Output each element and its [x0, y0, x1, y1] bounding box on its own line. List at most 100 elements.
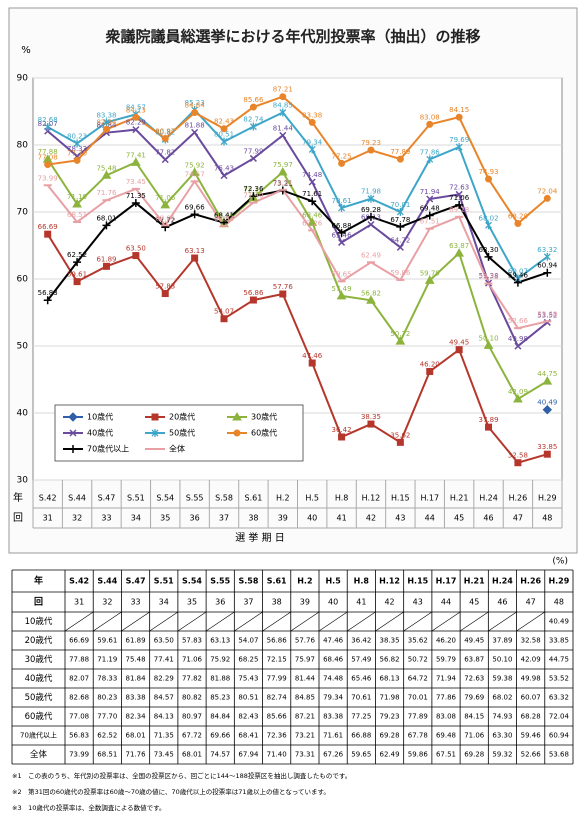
empty-cell-slash — [431, 611, 461, 632]
data-label: 77.25 — [332, 152, 352, 160]
point — [132, 252, 140, 260]
data-label: 71.06 — [155, 194, 176, 202]
data-label: 67.78 — [390, 216, 410, 224]
table-header: 33 — [130, 598, 140, 607]
x-tick-label: S.47 — [98, 494, 116, 503]
table-cell: 72.63 — [464, 675, 484, 683]
table-cell: 75.92 — [210, 656, 230, 664]
table-cell: 77.08 — [69, 713, 89, 721]
table-cell: 69.28 — [380, 732, 400, 740]
point — [367, 220, 375, 229]
series-line — [46, 158, 548, 401]
table-header: 39 — [300, 598, 310, 607]
data-label: 67.26 — [302, 219, 323, 227]
data-label: 83.38 — [302, 111, 322, 119]
empty-cell-slash — [177, 611, 207, 632]
point — [426, 195, 434, 203]
table-cell: 56.82 — [380, 656, 400, 664]
table-cell: 74.48 — [323, 675, 343, 683]
table-header: H.5 — [325, 577, 341, 586]
table-unit: (%) — [552, 557, 568, 567]
data-label: 59.79 — [420, 269, 440, 277]
x-sub-label: 40 — [307, 514, 317, 523]
table-cell: 69.48 — [436, 732, 456, 740]
data-label: 80.51 — [214, 131, 234, 139]
table-cell: 71.61 — [323, 732, 343, 740]
point — [161, 135, 169, 143]
table-cell: 72.04 — [549, 713, 570, 721]
point — [102, 125, 110, 133]
table-cell: 47.46 — [323, 637, 344, 645]
data-label: 74.48 — [302, 171, 322, 179]
point — [191, 254, 199, 262]
table-cell: 63.13 — [210, 637, 230, 645]
x-sub-label: 47 — [513, 514, 523, 523]
table-cell: 66.69 — [69, 637, 89, 645]
empty-cell-slash — [516, 611, 545, 632]
data-label: 60.07 — [508, 268, 528, 276]
table-header: S.47 — [126, 577, 146, 586]
point — [455, 200, 464, 209]
table-cell: 71.40 — [267, 751, 287, 759]
note: ※3 10歳代の投票率は、全数調査による数値です。 — [12, 803, 166, 812]
table-header: 41 — [356, 598, 366, 607]
data-label: 72.04 — [537, 187, 558, 195]
table-cell: 63.87 — [464, 656, 484, 664]
data-label: 62.49 — [361, 251, 381, 259]
point — [396, 438, 404, 446]
table-cell: 62.52 — [97, 732, 117, 740]
point — [367, 194, 375, 203]
table-row-header: 70歳代以上 — [20, 731, 57, 740]
point — [485, 175, 493, 183]
table-cell: 65.46 — [351, 675, 372, 683]
table-row-header: 回 — [34, 597, 43, 608]
table-cell: 63.32 — [549, 694, 569, 702]
point — [249, 154, 257, 162]
data-label: 56.83 — [38, 289, 58, 297]
data-label: 50.72 — [390, 330, 410, 338]
table-cell: 80.23 — [97, 694, 117, 702]
table-cell: 77.41 — [154, 656, 174, 664]
data-label: 68.01 — [96, 214, 116, 222]
x-sub-label: 48 — [542, 514, 552, 523]
table-cell: 81.84 — [126, 675, 147, 683]
legend-label: 60歳代 — [251, 428, 277, 438]
data-label: 53.68 — [537, 310, 557, 318]
data-label: 44.75 — [537, 370, 557, 378]
table-header: S.54 — [182, 577, 202, 586]
x-sub-label: 42 — [366, 514, 376, 523]
table-cell: 77.88 — [69, 656, 89, 664]
data-label: 79.23 — [361, 139, 381, 147]
point — [543, 268, 552, 277]
legend-box — [54, 404, 304, 462]
table-cell: 44.75 — [549, 656, 569, 664]
x-tick-label: H.8 — [335, 494, 349, 503]
x-tick-label: S.51 — [127, 494, 145, 503]
data-label: 83.08 — [420, 113, 440, 121]
x-sub-label: 36 — [190, 514, 200, 523]
point — [307, 217, 318, 226]
table-cell: 59.46 — [521, 732, 542, 740]
y-tick-label: 40 — [17, 409, 29, 419]
x-tick-label: H.21 — [450, 494, 469, 503]
table-header: S.61 — [267, 577, 287, 586]
point — [396, 222, 405, 231]
point — [73, 156, 81, 164]
data-label: 73.99 — [38, 174, 58, 182]
table-header: 34 — [159, 598, 169, 607]
table-cell: 53.52 — [549, 675, 569, 683]
point — [308, 197, 317, 206]
table-cell: 57.49 — [351, 656, 371, 664]
table-cell: 82.34 — [126, 713, 147, 721]
data-label: 77.88 — [38, 148, 58, 156]
point — [426, 120, 434, 128]
x-tick-label: H.24 — [479, 494, 498, 503]
table-cell: 71.06 — [464, 732, 485, 740]
legend-label: 20歳代 — [169, 412, 195, 422]
table-cell: 40.49 — [549, 618, 569, 626]
data-label: 57.49 — [332, 285, 352, 293]
empty-cell-slash — [121, 611, 150, 632]
data-label: 59.86 — [390, 269, 411, 277]
data-label: 59.46 — [508, 272, 529, 280]
data-label: 84.85 — [273, 102, 293, 110]
